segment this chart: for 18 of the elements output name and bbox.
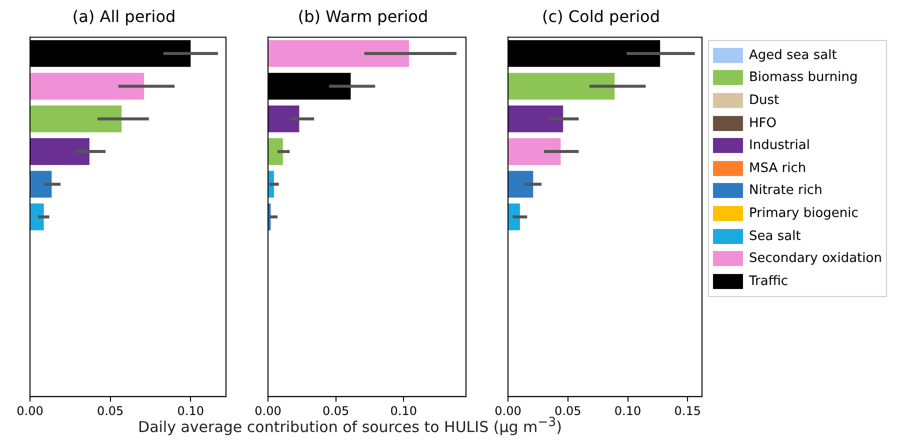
legend-label: Traffic bbox=[749, 274, 788, 289]
chart-title: (a) All period bbox=[72, 6, 176, 26]
legend-label: HFO bbox=[749, 116, 776, 131]
chart-title: (c) Cold period bbox=[542, 6, 660, 26]
legend-label: Industrial bbox=[749, 138, 810, 154]
chart-title: (b) Warm period bbox=[298, 6, 428, 26]
legend-label: Nitrate rich bbox=[749, 183, 822, 198]
legend-label: Sea salt bbox=[749, 228, 801, 244]
legend-label: Secondary oxidation bbox=[749, 251, 882, 266]
x-tick-label: 0.00 bbox=[16, 404, 44, 418]
legend-label: Biomass burning bbox=[749, 70, 858, 86]
x-tick-label: 0.05 bbox=[96, 404, 124, 418]
legend-label: Dust bbox=[749, 92, 780, 108]
legend-label: Aged sea salt bbox=[749, 48, 837, 63]
x-tick-label: 0.15 bbox=[674, 404, 701, 418]
legend-label: Primary biogenic bbox=[749, 206, 858, 221]
x-tick-label: 0.10 bbox=[614, 404, 642, 418]
legend-label: MSA rich bbox=[749, 160, 806, 176]
